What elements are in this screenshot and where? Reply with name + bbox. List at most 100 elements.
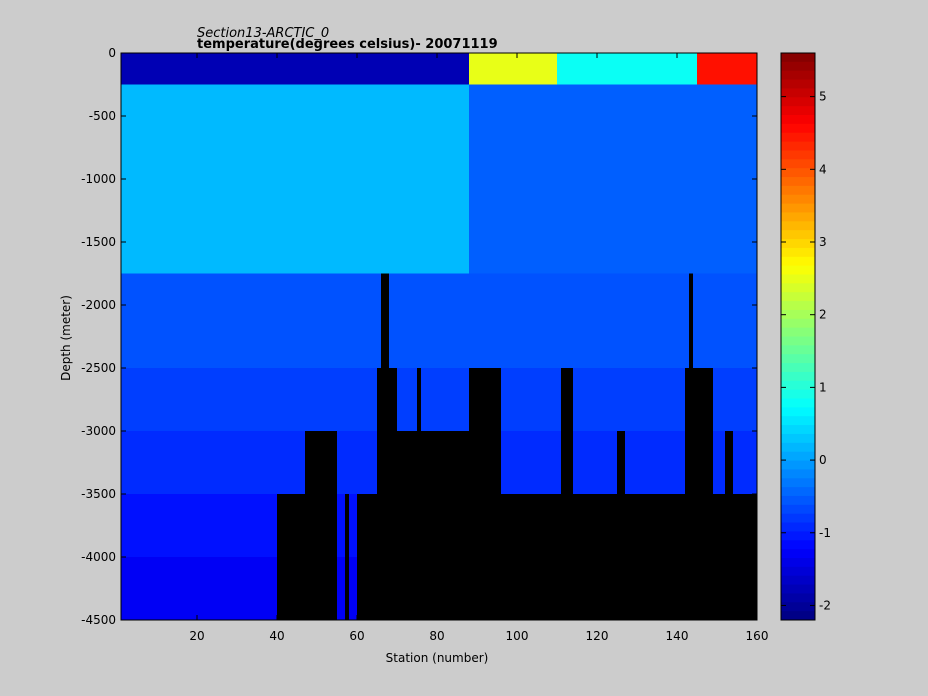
colorbar-band xyxy=(781,265,815,275)
x-axis-label: Station (number) xyxy=(386,651,489,665)
colorbar-band xyxy=(781,159,815,169)
colorbar-band xyxy=(781,327,815,337)
plot-frame xyxy=(120,52,758,621)
colorbar-band xyxy=(781,177,815,187)
seafloor-block xyxy=(617,431,625,494)
colorbar-ticks: -2 -1 0 1 2 3 4 5 xyxy=(781,90,831,612)
colorbar-frame xyxy=(780,52,816,621)
colorbar-band xyxy=(781,123,815,134)
colorbar-tick-label: -2 xyxy=(819,598,831,612)
colorbar-band xyxy=(781,478,815,488)
colorbar-band xyxy=(781,97,815,107)
colorbar-band xyxy=(781,566,815,577)
seafloor-block xyxy=(357,494,757,620)
colorbar-band xyxy=(781,168,815,178)
seafloor-block xyxy=(561,368,573,494)
colorbar-band xyxy=(781,593,815,603)
x-tick-label: 160 xyxy=(746,629,769,643)
colorbar-band xyxy=(781,495,815,506)
seafloor-block xyxy=(685,368,713,494)
colorbar-band xyxy=(781,292,815,302)
colorbar-band xyxy=(781,451,815,462)
colorbar-band xyxy=(781,53,815,63)
x-tick-label: 40 xyxy=(269,629,284,643)
chart-title: Section13-ARCTIC_0 xyxy=(197,26,329,41)
colorbar-band xyxy=(781,336,815,346)
heatmap-cell xyxy=(121,84,469,274)
colorbar-band xyxy=(781,230,815,240)
heatmap-plot-area xyxy=(120,52,758,621)
colorbar-band xyxy=(781,460,815,470)
colorbar-band xyxy=(781,407,815,417)
colorbar-tick-label: 0 xyxy=(819,453,827,467)
heatmap-cell xyxy=(121,53,469,85)
colorbar-band xyxy=(781,540,815,550)
colorbar-band xyxy=(781,549,815,559)
heatmap-cell xyxy=(121,368,757,431)
colorbar-band xyxy=(781,141,815,151)
seafloor-block xyxy=(417,368,421,431)
chart-subtitle: temperature(degrees celsius)- 20071119 xyxy=(197,37,498,52)
colorbar-band xyxy=(781,504,815,515)
colorbar-band xyxy=(781,416,815,426)
colorbar-band xyxy=(781,433,815,444)
colorbar-tick-label: 3 xyxy=(819,235,827,249)
colorbar-band xyxy=(781,345,815,355)
colorbar-band xyxy=(781,531,815,541)
colorbar-band xyxy=(781,115,815,125)
y-tick-label: -4000 xyxy=(81,550,116,564)
seafloor-block xyxy=(469,368,501,494)
seafloor-block xyxy=(725,431,733,494)
colorbar-band xyxy=(781,363,815,373)
colorbar-band xyxy=(781,354,815,364)
y-tick-label: -3500 xyxy=(81,487,116,501)
colorbar-band xyxy=(781,247,815,258)
colorbar-band xyxy=(781,239,815,249)
x-tick-label: 80 xyxy=(429,629,444,643)
y-tick-label: -500 xyxy=(89,109,116,123)
colorbar-band xyxy=(781,380,815,391)
seafloor-block xyxy=(377,368,397,431)
y-tick-label: -3000 xyxy=(81,424,116,438)
colorbar-band xyxy=(781,513,815,524)
x-tick-label: 100 xyxy=(506,629,529,643)
y-tick-label: -1500 xyxy=(81,235,116,249)
colorbar-tick-label: -1 xyxy=(819,526,831,540)
colorbar-band xyxy=(781,79,815,89)
heatmap-cell xyxy=(469,84,757,274)
colorbar-tick-label: 5 xyxy=(819,90,827,104)
colorbar-band xyxy=(781,575,815,586)
x-tick-label: 60 xyxy=(349,629,364,643)
y-tick-label: -4500 xyxy=(81,613,116,627)
colorbar-band xyxy=(781,398,815,408)
colorbar-band xyxy=(781,274,815,284)
y-tick-label: -2000 xyxy=(81,298,116,312)
seafloor-block xyxy=(689,273,693,368)
y-axis-label: Depth (meter) xyxy=(59,295,73,381)
colorbar-band xyxy=(781,301,815,311)
colorbar-band xyxy=(781,283,815,293)
colorbar-band xyxy=(781,318,815,329)
colorbar-band xyxy=(781,203,815,213)
colorbar-band xyxy=(781,256,815,267)
y-tick-label: -1000 xyxy=(81,172,116,186)
seafloor-block xyxy=(345,494,349,620)
colorbar-band xyxy=(781,106,815,116)
colorbar-band xyxy=(781,442,815,453)
colorbar-band xyxy=(781,469,815,479)
colorbar-band xyxy=(781,309,815,320)
colorbar-band xyxy=(781,221,815,231)
colorbar-band xyxy=(781,185,815,196)
colorbar-band xyxy=(781,132,815,143)
x-tick-label: 140 xyxy=(666,629,689,643)
colorbar-band xyxy=(781,212,815,222)
colorbar-band xyxy=(781,602,815,612)
colorbar-tick-label: 1 xyxy=(819,380,827,394)
colorbar-band xyxy=(781,584,815,594)
colorbar-band xyxy=(781,389,815,400)
colorbar-band xyxy=(781,522,815,532)
colorbar-band xyxy=(781,70,815,81)
seafloor-block xyxy=(377,431,469,494)
colorbar-band xyxy=(781,371,815,382)
heatmap-cell xyxy=(121,273,757,368)
